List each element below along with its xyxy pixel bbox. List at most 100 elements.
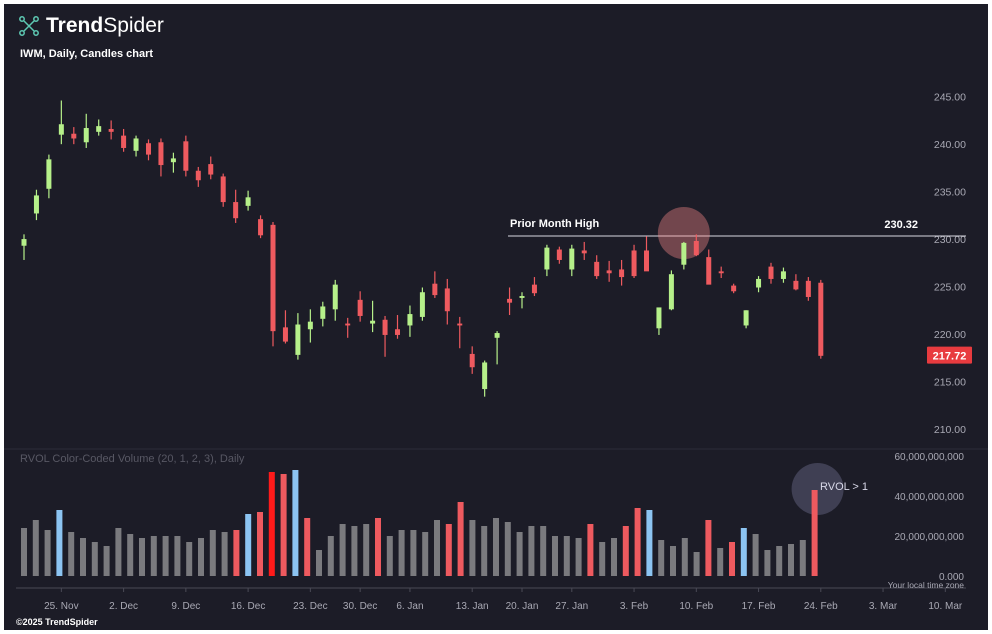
candle bbox=[631, 244, 637, 278]
x-axis-label: 30. Dec bbox=[343, 601, 377, 612]
x-axis-label: 16. Dec bbox=[231, 601, 265, 612]
candle-body bbox=[270, 224, 276, 332]
candle bbox=[756, 276, 762, 293]
candle-body bbox=[644, 250, 649, 272]
chart-canvas[interactable]: 245.00 240.00 235.00 230.00 225.00 220.00 215.… bbox=[4, 4, 988, 630]
volume-bar bbox=[516, 532, 523, 576]
candle-body bbox=[195, 170, 201, 181]
volume-bar bbox=[363, 524, 370, 576]
candle-body bbox=[258, 219, 264, 236]
candle-body bbox=[170, 158, 176, 163]
chart-window: 245.00 240.00 235.00 230.00 225.00 220.00 215.… bbox=[4, 4, 988, 630]
candle bbox=[644, 236, 649, 272]
candle bbox=[606, 260, 612, 282]
candle-body bbox=[382, 319, 388, 335]
volume-axis-label: 40,000,000,000 bbox=[894, 492, 964, 503]
prior-month-high-label: Prior Month High bbox=[510, 218, 599, 230]
volume-bar bbox=[434, 520, 440, 576]
price-axis-label: 225.00 bbox=[934, 282, 966, 294]
candle bbox=[482, 360, 488, 397]
volume-bar bbox=[304, 518, 311, 576]
candle-body bbox=[805, 280, 811, 297]
candle-body bbox=[768, 266, 774, 279]
x-axis-label: 25. Nov bbox=[44, 601, 78, 612]
candle-body bbox=[357, 299, 363, 316]
candle-body bbox=[780, 271, 786, 279]
candle-body bbox=[706, 257, 712, 285]
volume-bar bbox=[457, 502, 464, 576]
volume-bar bbox=[327, 536, 334, 576]
volume-bar bbox=[504, 522, 511, 576]
volume-bar bbox=[127, 534, 134, 576]
volume-bar bbox=[729, 542, 735, 576]
candle-body bbox=[743, 310, 749, 326]
candle-body bbox=[183, 141, 189, 171]
candle-body bbox=[432, 283, 438, 296]
candle-body bbox=[556, 249, 562, 260]
volume-bar bbox=[622, 526, 629, 576]
volume-bar bbox=[788, 544, 794, 576]
candle-body bbox=[146, 143, 151, 155]
candle bbox=[743, 310, 749, 329]
volume-bar bbox=[764, 550, 771, 576]
volume-bar bbox=[221, 532, 228, 576]
volume-bar bbox=[21, 528, 27, 576]
volume-bar bbox=[245, 514, 252, 576]
price-axis-label: 215.00 bbox=[934, 376, 966, 388]
candle-body bbox=[668, 274, 674, 310]
last-price-value: 217.72 bbox=[933, 351, 967, 363]
candle-body bbox=[220, 176, 226, 203]
candle-body bbox=[208, 164, 214, 175]
candle bbox=[295, 313, 301, 360]
volume-bar bbox=[528, 526, 535, 576]
candle-body bbox=[619, 269, 625, 278]
candle-body bbox=[245, 197, 251, 206]
candle-body bbox=[656, 307, 662, 329]
candle-body bbox=[519, 296, 525, 298]
volume-bar bbox=[563, 536, 570, 576]
volume-bar bbox=[493, 518, 499, 576]
prior-month-high-value: 230.32 bbox=[884, 219, 918, 231]
volume-bar bbox=[705, 520, 712, 576]
volume-bar bbox=[339, 524, 346, 576]
price-axis-label: 240.00 bbox=[934, 139, 966, 151]
candle bbox=[768, 262, 774, 284]
candle bbox=[220, 173, 226, 207]
candle-body bbox=[295, 324, 301, 355]
candle-body bbox=[482, 362, 488, 390]
volume-axis-label: 0.000 bbox=[939, 572, 964, 583]
volume-bar bbox=[776, 546, 783, 576]
volume-bar bbox=[670, 546, 676, 576]
x-axis-label: 10. Mar bbox=[928, 601, 963, 612]
candle-body bbox=[793, 280, 799, 290]
candle bbox=[407, 305, 413, 337]
copyright-text: ©2025 TrendSpider bbox=[16, 617, 98, 627]
candle bbox=[718, 266, 724, 278]
volume-bar bbox=[693, 552, 700, 576]
volume-bar bbox=[162, 536, 169, 576]
candle-body bbox=[370, 320, 376, 324]
candle-body bbox=[531, 284, 537, 294]
candle bbox=[121, 128, 127, 152]
candle-body bbox=[594, 261, 600, 277]
candle bbox=[170, 152, 176, 173]
volume-axis-label: 20,000,000,000 bbox=[894, 532, 964, 543]
candle-body bbox=[569, 248, 575, 270]
candle-body bbox=[320, 306, 326, 319]
volume-bar bbox=[32, 520, 39, 576]
volume-bar bbox=[634, 508, 641, 576]
candle bbox=[432, 271, 438, 298]
volume-bar bbox=[375, 518, 381, 576]
candle-body bbox=[581, 250, 587, 254]
volume-bar bbox=[174, 536, 181, 576]
candle-body bbox=[158, 142, 164, 166]
x-axis-label: 17. Feb bbox=[742, 601, 776, 612]
candle-body bbox=[133, 138, 139, 151]
candle-body bbox=[756, 278, 762, 288]
candle bbox=[594, 255, 600, 279]
candle bbox=[419, 287, 425, 321]
price-axis-label: 245.00 bbox=[934, 92, 966, 104]
volume-bar bbox=[351, 526, 358, 576]
candle bbox=[21, 234, 27, 260]
volume-bar bbox=[68, 532, 75, 576]
